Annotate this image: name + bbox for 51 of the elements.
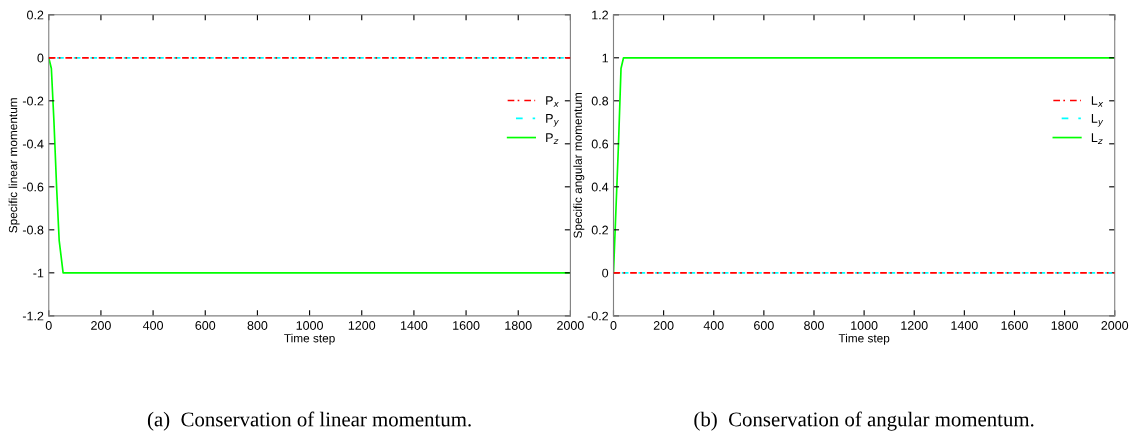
x-tick-label: 0 [45, 321, 52, 330]
y-tick-label: -0.8 [22, 225, 44, 235]
x-tick-label: 400 [142, 321, 164, 330]
x-tick-label: 1600 [453, 321, 480, 330]
line-series [48, 56, 571, 274]
y-tick-label: -1 [33, 268, 44, 278]
y-tick-label: -0.2 [22, 96, 44, 106]
y-tick-label: 0.2 [27, 10, 44, 20]
text: (a) Conservation of linear momentum. [147, 411, 471, 431]
x-tick-label: 1400 [951, 321, 978, 330]
x-tick-label: 200 [653, 321, 674, 330]
x-tick-label: 400 [703, 321, 724, 330]
x-tick-label: 2000 [1101, 321, 1129, 330]
x-tick-label: 600 [754, 321, 774, 330]
y-tick-label: 1.2 [592, 10, 609, 20]
legend-label: P$_{z}$ [546, 133, 559, 144]
legend-label: P$_{x}$ [546, 96, 559, 107]
x-tick-label: 1200 [348, 321, 376, 330]
y-tick-label: -0.2 [587, 311, 609, 321]
x-tick-label: 0 [610, 321, 617, 330]
y-axis-title: Specific linear momentum [8, 98, 20, 233]
x-tick-label: 1200 [901, 321, 928, 330]
y-tick-label: -0.6 [22, 182, 44, 192]
x-tick-label: 1600 [1001, 321, 1028, 330]
legend-label: L$_{y}$ [1091, 114, 1104, 127]
x-tick-label: 1000 [851, 321, 878, 330]
y-tick-label: 0 [602, 268, 609, 278]
y-tick-label: 0.2 [591, 225, 609, 235]
y-tick-label: -1.2 [22, 311, 44, 321]
x-axis-title: Time step [284, 333, 335, 345]
x-tick-label: 1800 [505, 321, 532, 330]
x-axis-title: Time step [838, 333, 890, 345]
y-tick-label: 0 [37, 53, 44, 63]
text: (b) Conservation of angular momentum. [694, 411, 1034, 431]
x-tick-label: 800 [804, 321, 824, 330]
y-tick-label: 0.6 [591, 139, 609, 149]
y-tick-label: 0.4 [591, 182, 609, 192]
legend-label: P$_{y}$ [546, 114, 559, 127]
x-tick-label: 1800 [1051, 321, 1079, 330]
y-tick-label: 1 [602, 53, 609, 63]
y-tick-label: -0.4 [22, 139, 44, 149]
x-tick-label: 1400 [400, 321, 428, 330]
legend-label: L$_{x}$ [1091, 96, 1104, 107]
x-tick-label: 2000 [557, 321, 584, 330]
y-axis-title: Specific angular momentum [573, 92, 585, 238]
x-tick-label: 600 [195, 321, 216, 330]
x-tick-label: 800 [247, 321, 268, 330]
y-tick-label: 0.8 [591, 96, 609, 106]
x-tick-label: 200 [91, 321, 111, 330]
x-tick-label: 1000 [296, 321, 323, 330]
legend-label: L$_{z}$ [1091, 133, 1103, 144]
